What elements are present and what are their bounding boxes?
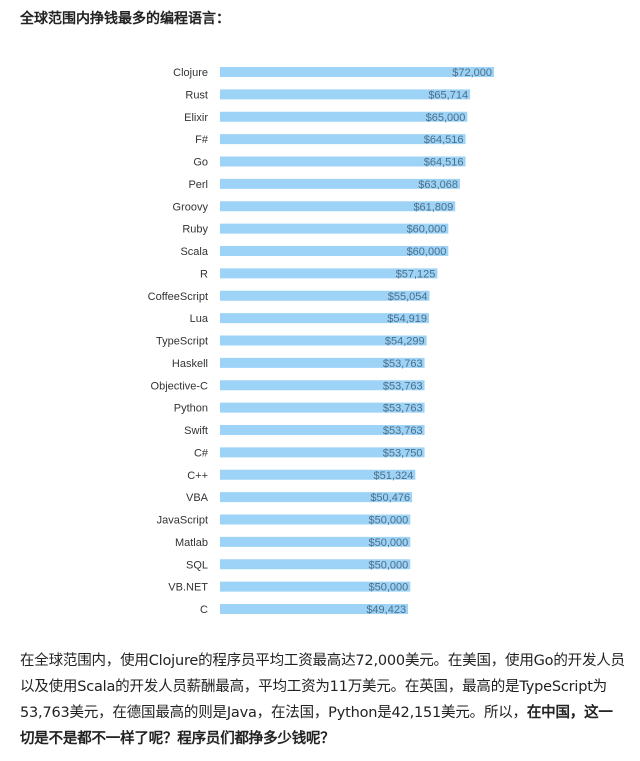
category-label: Swift [184, 425, 208, 437]
category-label: Scala [180, 246, 208, 258]
article-heading: 全球范围内挣钱最多的编程语言： [20, 11, 230, 27]
data-label: $61,809 [413, 201, 453, 213]
data-label: $50,000 [369, 515, 409, 527]
bar [220, 201, 456, 212]
bar [220, 492, 413, 503]
bar [220, 268, 438, 279]
data-label: $63,068 [418, 179, 458, 191]
bar [220, 290, 430, 301]
category-label: JavaScript [157, 515, 208, 527]
data-label: $53,763 [383, 380, 423, 392]
bar [220, 357, 425, 368]
data-label: $60,000 [407, 246, 447, 258]
category-label: CoffeeScript [148, 291, 208, 303]
bar [220, 89, 471, 100]
bar [220, 402, 425, 413]
category-label: Python [174, 403, 208, 415]
category-label: Perl [188, 179, 208, 191]
category-label: Matlab [175, 537, 208, 549]
data-label: $57,125 [396, 268, 436, 280]
category-label: SQL [186, 559, 208, 571]
data-label: $55,054 [388, 291, 428, 303]
article-paragraph: 在全球范围内，使用Clojure的程序员平均工资最高达72,000美元。在美国，… [20, 648, 626, 752]
bar [220, 313, 429, 324]
data-label: $54,919 [387, 313, 427, 325]
data-label: $50,000 [369, 559, 409, 571]
data-label: $50,476 [370, 492, 410, 504]
category-label: Lua [190, 313, 209, 325]
bar [220, 134, 466, 145]
category-label: Haskell [172, 358, 208, 370]
category-label: VBA [186, 492, 209, 504]
data-label: $49,423 [366, 604, 406, 616]
category-label: Clojure [173, 67, 208, 79]
category-label: F# [195, 134, 209, 146]
data-label: $53,763 [383, 403, 423, 415]
bar [220, 514, 411, 525]
bar [220, 111, 468, 122]
data-label: $53,763 [383, 425, 423, 437]
bar [220, 223, 449, 234]
category-label: VB.NET [168, 582, 208, 594]
bar [220, 581, 411, 592]
bar [220, 246, 449, 256]
bar [220, 425, 425, 435]
category-label: Ruby [182, 224, 208, 236]
data-label: $72,000 [452, 67, 492, 79]
bar [220, 380, 425, 391]
bar [220, 178, 461, 189]
category-label: Elixir [184, 112, 208, 124]
data-label: $53,763 [383, 358, 423, 370]
category-label: C [200, 604, 208, 616]
category-label: TypeScript [156, 336, 208, 348]
data-label: $50,000 [369, 582, 409, 594]
data-label: $53,750 [383, 447, 423, 459]
paragraph-bold-text: 在中国，这一切是不是都不一样了呢？程序员们都挣多少钱呢？ [20, 705, 613, 747]
category-label: Objective-C [151, 380, 209, 392]
bar [220, 469, 416, 480]
data-label: $64,516 [424, 134, 464, 146]
bar [220, 536, 411, 547]
bar [220, 67, 494, 77]
bar [220, 559, 411, 570]
bar [220, 604, 409, 614]
data-label: $64,516 [424, 157, 464, 169]
data-label: $65,714 [428, 89, 468, 101]
category-label: Rust [185, 89, 208, 101]
category-label: Go [193, 157, 208, 169]
salary-bar-chart: Clojure $72,000 Rust $65,714 Elixir $65,000 F#… [148, 67, 494, 616]
bar [220, 156, 466, 167]
data-label: $60,000 [407, 224, 447, 236]
category-label: R [200, 268, 208, 280]
data-label: $54,299 [385, 336, 425, 348]
category-label: C++ [187, 470, 208, 482]
bar [220, 335, 427, 346]
bar [220, 447, 425, 458]
category-label: Groovy [173, 201, 209, 213]
paragraph-text: 在全球范围内，使用Clojure的程序员平均工资最高达72,000美元。在美国，… [20, 653, 625, 721]
data-label: $65,000 [426, 112, 466, 124]
data-label: $51,324 [374, 470, 414, 482]
data-label: $50,000 [369, 537, 409, 549]
category-label: C# [194, 447, 209, 459]
